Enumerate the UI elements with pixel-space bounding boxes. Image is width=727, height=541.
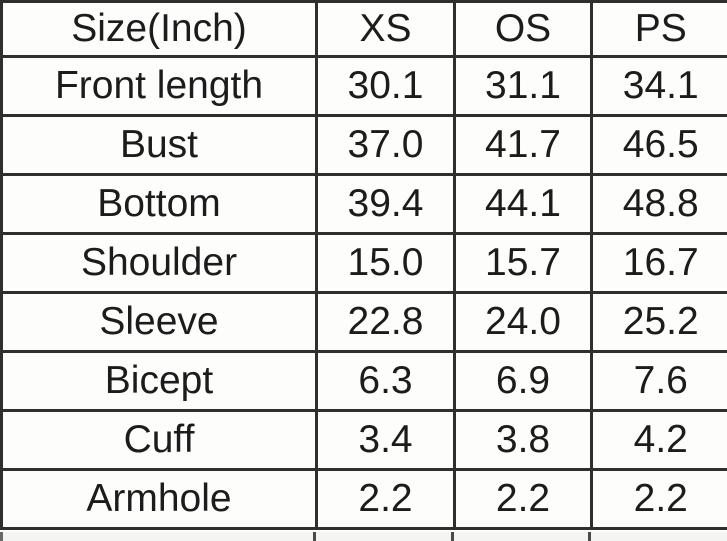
value-cell: 46.5 [590, 114, 727, 176]
value-cell: 24.0 [453, 291, 592, 353]
table-row-armhole: Armhole 2.2 2.2 2.2 [0, 468, 727, 530]
value-cell: 41.7 [453, 114, 592, 176]
table-row-bicept: Bicept 6.3 6.9 7.6 [0, 350, 727, 412]
value-cell: 3.4 [315, 409, 455, 471]
value-cell: 25.2 [590, 291, 727, 353]
row-label: Bicept [0, 350, 317, 412]
value-cell: 39.4 [315, 173, 455, 235]
table-row-cuff: Cuff 3.4 3.8 4.2 [0, 409, 727, 471]
value-cell: 7.6 [590, 350, 727, 412]
value-cell: 15.7 [453, 232, 592, 294]
value-cell: 4.2 [590, 409, 727, 471]
value-cell: 2.2 [590, 468, 727, 530]
header-cell-size-unit: Size(Inch) [0, 0, 317, 58]
value-cell: 30.1 [315, 55, 455, 117]
value-cell: 16.7 [590, 232, 727, 294]
header-cell-xs: XS [315, 0, 455, 58]
value-cell: 6.9 [453, 350, 592, 412]
value-cell: 3.8 [453, 409, 592, 471]
row-label: Bottom [0, 173, 317, 235]
value-cell: 37.0 [315, 114, 455, 176]
value-cell: 22.8 [315, 291, 455, 353]
table-row-front-length: Front length 30.1 31.1 34.1 [0, 55, 727, 117]
value-cell: 34.1 [590, 55, 727, 117]
row-label: Armhole [0, 468, 317, 530]
header-cell-os: OS [453, 0, 592, 58]
table-header-row: Size(Inch) XS OS PS [0, 0, 727, 58]
value-cell: 44.1 [453, 173, 592, 235]
table-row-bottom: Bottom 39.4 44.1 48.8 [0, 173, 727, 235]
cutoff-next-row-strip [0, 532, 727, 541]
row-label: Bust [0, 114, 317, 176]
value-cell: 6.3 [315, 350, 455, 412]
size-chart-table: Size(Inch) XS OS PS Front length 30.1 31… [0, 0, 727, 530]
row-label: Front length [0, 55, 317, 117]
value-cell: 31.1 [453, 55, 592, 117]
header-cell-ps: PS [590, 0, 727, 58]
table-row-shoulder: Shoulder 15.0 15.7 16.7 [0, 232, 727, 294]
table-row-bust: Bust 37.0 41.7 46.5 [0, 114, 727, 176]
value-cell: 2.2 [453, 468, 592, 530]
table-row-sleeve: Sleeve 22.8 24.0 25.2 [0, 291, 727, 353]
row-label: Sleeve [0, 291, 317, 353]
grid-line-stub [313, 532, 316, 541]
value-cell: 48.8 [590, 173, 727, 235]
value-cell: 2.2 [315, 468, 455, 530]
value-cell: 15.0 [315, 232, 455, 294]
grid-line-stub [451, 532, 454, 541]
grid-line-stub [588, 532, 591, 541]
row-label: Cuff [0, 409, 317, 471]
grid-line-stub [0, 532, 3, 541]
row-label: Shoulder [0, 232, 317, 294]
